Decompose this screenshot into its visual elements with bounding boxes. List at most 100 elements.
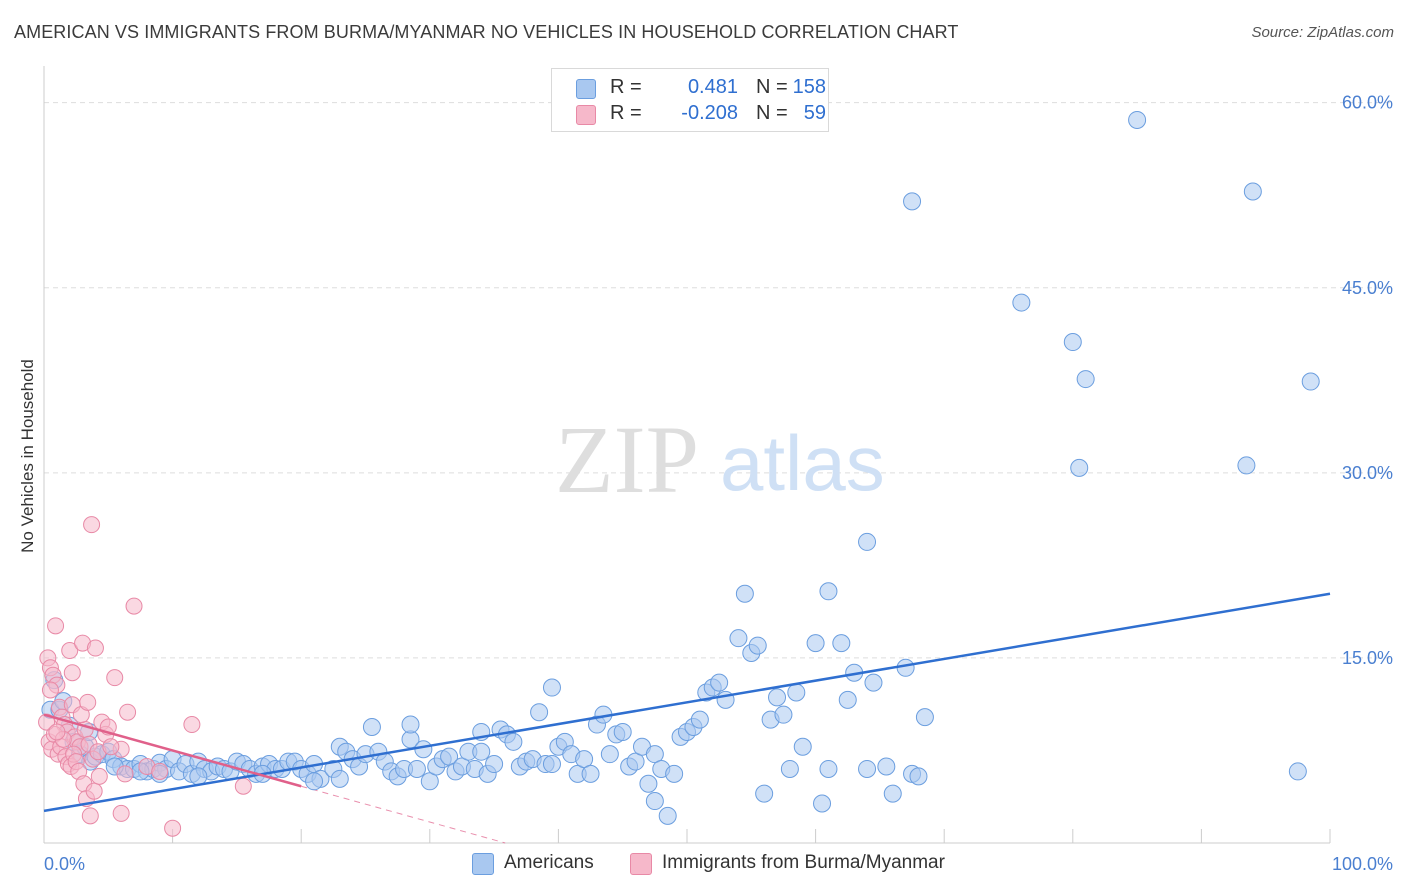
- american-point: [645, 745, 664, 764]
- american-point: [774, 705, 793, 724]
- american-point: [414, 740, 433, 759]
- american-point: [793, 737, 812, 756]
- immigrant-point: [86, 639, 104, 657]
- american-point: [401, 715, 420, 734]
- american-point: [858, 759, 877, 778]
- american-point: [755, 784, 774, 803]
- american-point: [600, 745, 619, 764]
- american-point: [806, 634, 825, 653]
- american-point: [472, 742, 491, 761]
- american-point: [729, 629, 748, 648]
- american-point: [305, 772, 324, 791]
- american-point: [1301, 372, 1320, 391]
- series-swatch-immigrants: [630, 853, 652, 875]
- american-point: [530, 703, 549, 722]
- legend-n-value-americans: 158: [792, 76, 826, 98]
- american-point: [903, 192, 922, 211]
- american-point: [1063, 333, 1082, 352]
- american-point: [645, 792, 664, 811]
- american-point: [690, 710, 709, 729]
- american-point: [626, 752, 645, 771]
- american-point: [864, 673, 883, 692]
- american-point: [896, 658, 915, 677]
- legend-r-label: R =: [610, 102, 642, 124]
- american-point: [613, 722, 632, 741]
- american-point: [819, 759, 838, 778]
- american-point: [575, 750, 594, 769]
- american-point: [330, 769, 349, 788]
- immigrant-point: [63, 664, 81, 682]
- legend-n-label: N =: [756, 102, 788, 124]
- american-point: [1243, 182, 1262, 201]
- immigrant-point: [61, 642, 79, 660]
- american-point: [858, 532, 877, 551]
- american-point: [832, 634, 851, 653]
- american-point: [420, 772, 439, 791]
- american-point: [1288, 762, 1307, 781]
- immigrants-trend-extension: [301, 785, 506, 844]
- american-point: [658, 806, 677, 825]
- grid-lines: [44, 102, 1392, 659]
- immigrant-point: [81, 807, 99, 825]
- american-point: [665, 764, 684, 783]
- legend-swatch-immigrants: [576, 105, 596, 125]
- y-tick-label: 60.0%: [1342, 93, 1393, 113]
- american-point: [1070, 458, 1089, 477]
- series-legend: Americans Immigrants from Burma/Myanmar: [0, 852, 1406, 878]
- immigrants-points: [38, 516, 252, 837]
- tick-labels: 15.0% 30.0% 45.0% 60.0% 0.0% 100.0%: [44, 93, 1393, 874]
- immigrant-point: [85, 782, 103, 800]
- immigrant-point: [234, 777, 252, 795]
- american-point: [748, 636, 767, 655]
- immigrant-point: [183, 716, 201, 734]
- american-point: [504, 732, 523, 751]
- series-label-immigrants: Immigrants from Burma/Myanmar: [662, 852, 945, 873]
- immigrant-point: [102, 738, 120, 756]
- series-swatch-americans: [472, 853, 494, 875]
- source-label: Source: ZipAtlas.com: [1251, 24, 1394, 41]
- american-point: [735, 584, 754, 603]
- legend-r-label: R =: [610, 76, 642, 98]
- american-point: [877, 757, 896, 776]
- immigrant-point: [83, 516, 101, 534]
- american-point: [768, 688, 787, 707]
- y-tick-label: 15.0%: [1342, 648, 1393, 668]
- american-point: [542, 755, 561, 774]
- x-tick-label: 0.0%: [44, 854, 85, 874]
- immigrant-point: [112, 804, 130, 822]
- american-point: [542, 678, 561, 697]
- immigrant-point: [48, 723, 66, 741]
- american-point: [780, 759, 799, 778]
- y-tick-label: 45.0%: [1342, 278, 1393, 298]
- watermark-atlas: atlas: [720, 419, 885, 507]
- american-point: [787, 683, 806, 702]
- immigrant-point: [38, 713, 56, 731]
- immigrant-point: [90, 767, 108, 785]
- chart-title: AMERICAN VS IMMIGRANTS FROM BURMA/MYANMA…: [14, 22, 959, 42]
- american-point: [819, 582, 838, 601]
- legend-n-label: N =: [756, 76, 788, 98]
- american-point: [838, 690, 857, 709]
- american-point: [1237, 456, 1256, 475]
- american-point: [710, 673, 729, 692]
- immigrant-point: [116, 765, 134, 783]
- american-point: [581, 764, 600, 783]
- trend-lines: [43, 592, 1331, 813]
- american-point: [440, 747, 459, 766]
- american-point: [1012, 293, 1031, 312]
- immigrant-point: [47, 617, 65, 635]
- american-point: [485, 755, 504, 774]
- american-point: [915, 708, 934, 727]
- immigrant-point: [79, 693, 97, 711]
- american-point: [189, 767, 208, 786]
- legend-n-value-immigrants: 59: [803, 102, 826, 124]
- american-point: [1128, 110, 1147, 129]
- american-point: [909, 767, 928, 786]
- american-point: [407, 759, 426, 778]
- y-tick-label: 30.0%: [1342, 463, 1393, 483]
- american-point: [1076, 370, 1095, 389]
- legend-r-value-immigrants: -0.208: [681, 102, 738, 124]
- immigrants-trend-dashed: [301, 785, 506, 844]
- correlation-legend: R = 0.481 N = 158 R = -0.208 N = 59: [551, 68, 829, 132]
